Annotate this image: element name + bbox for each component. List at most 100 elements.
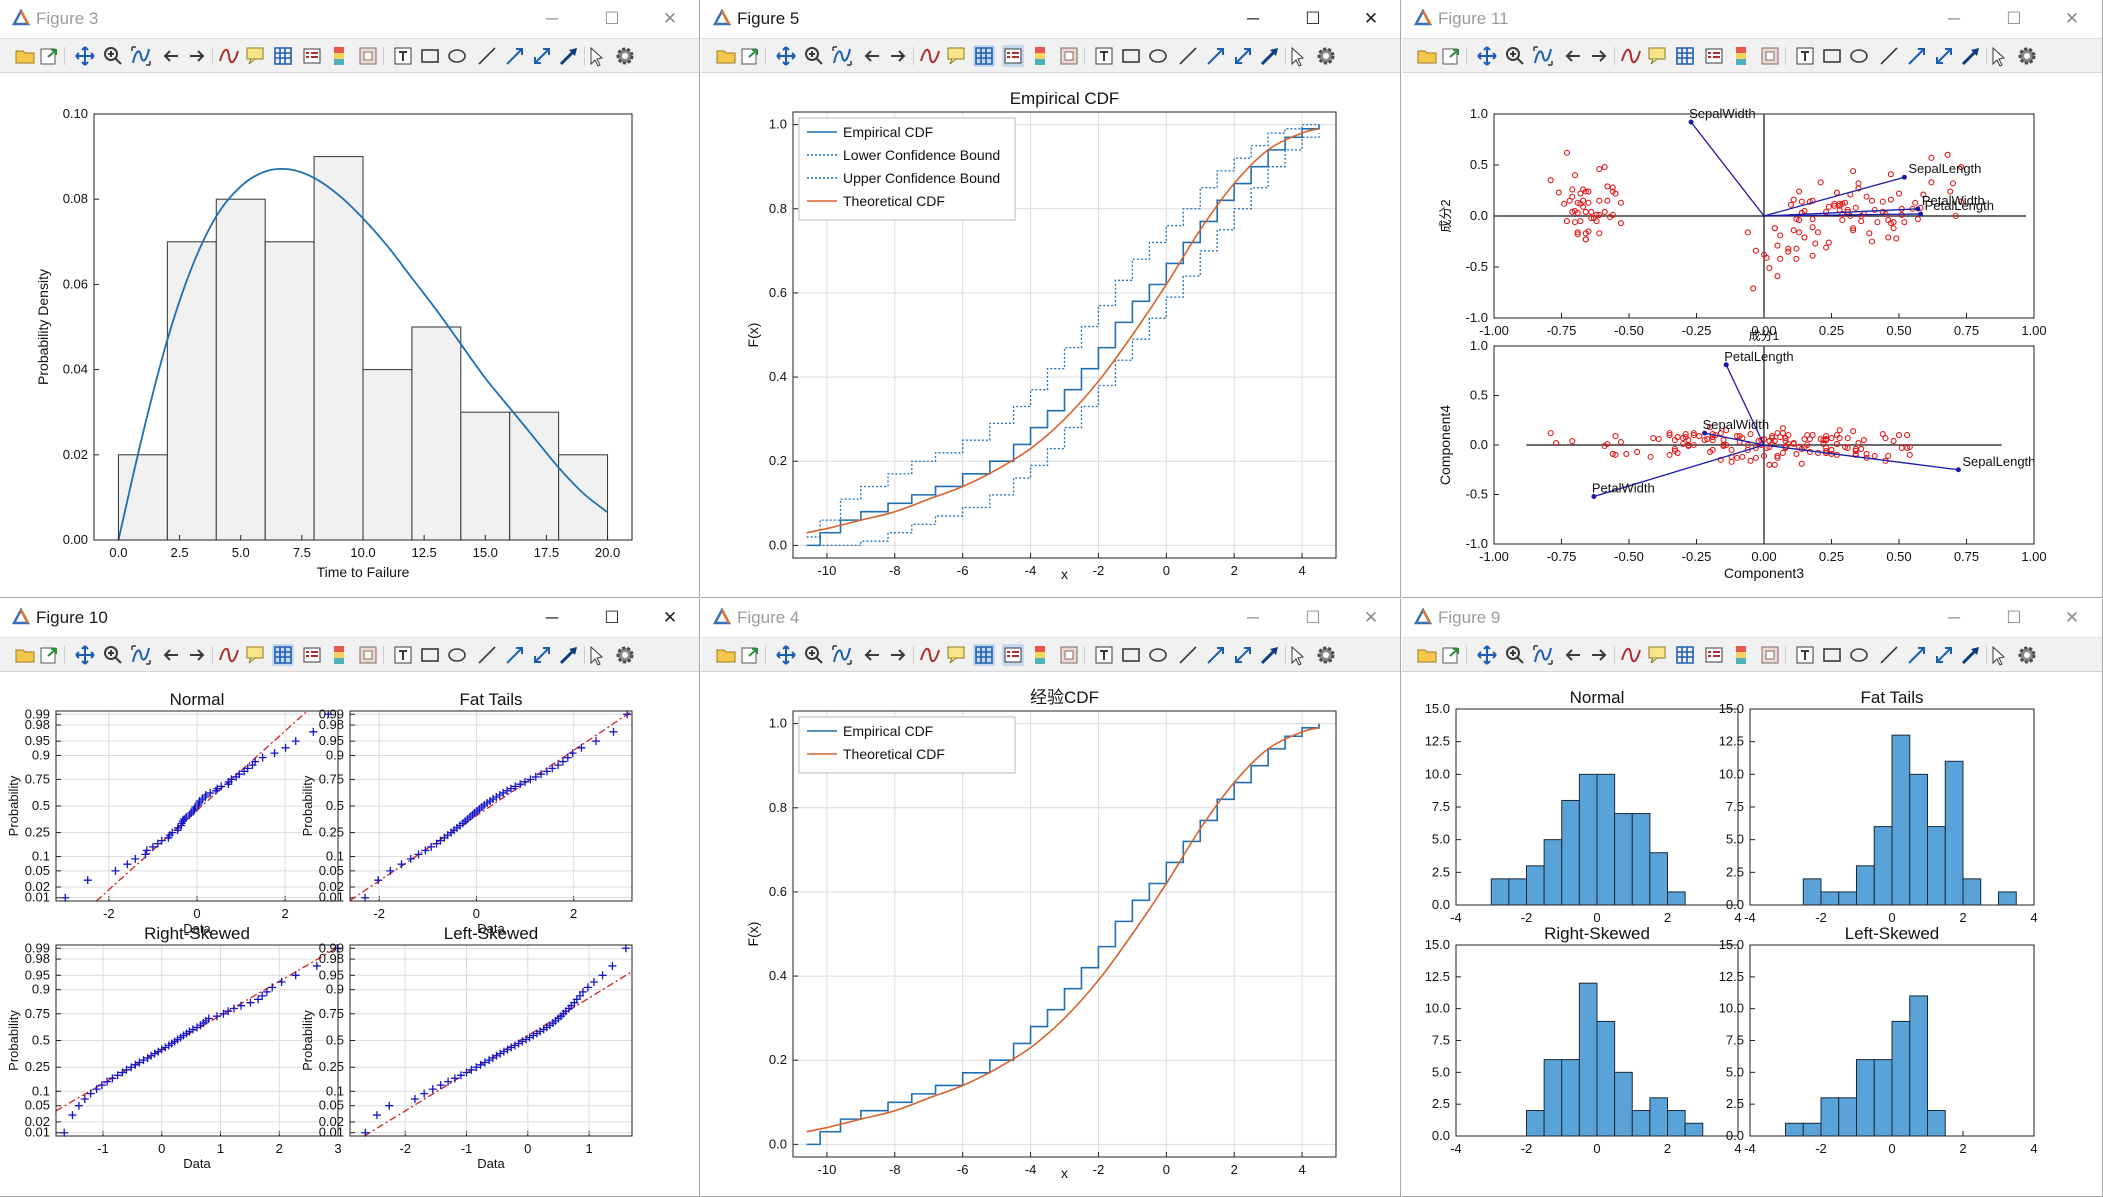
bold-arrow-button[interactable] bbox=[1259, 644, 1281, 666]
legend-button[interactable] bbox=[1002, 45, 1024, 67]
zoom-fit-button[interactable] bbox=[130, 45, 152, 67]
annotate-button[interactable] bbox=[946, 644, 968, 666]
double-arrow-button[interactable] bbox=[531, 644, 553, 666]
frame-button[interactable] bbox=[1058, 644, 1080, 666]
rectangle-button[interactable] bbox=[419, 644, 441, 666]
annotate-button[interactable] bbox=[1647, 45, 1669, 67]
zoom-fit-button[interactable] bbox=[130, 644, 152, 666]
legend-button[interactable] bbox=[301, 644, 323, 666]
colorbar-button[interactable] bbox=[1731, 644, 1753, 666]
zoom-in-button[interactable] bbox=[1504, 45, 1526, 67]
back-button[interactable] bbox=[160, 45, 182, 67]
text-button[interactable] bbox=[1093, 644, 1115, 666]
maximize-button[interactable]: ☐ bbox=[604, 608, 620, 627]
rectangle-button[interactable] bbox=[1120, 644, 1142, 666]
zoom-fit-button[interactable] bbox=[1532, 644, 1554, 666]
zoom-in-button[interactable] bbox=[102, 644, 124, 666]
colorbar-button[interactable] bbox=[329, 644, 351, 666]
pan-button[interactable] bbox=[1476, 644, 1498, 666]
curve-button[interactable] bbox=[1620, 45, 1642, 67]
forward-button[interactable] bbox=[186, 644, 208, 666]
text-button[interactable] bbox=[1093, 45, 1115, 67]
maximize-button[interactable]: ☐ bbox=[604, 9, 620, 28]
arrow-button[interactable] bbox=[1906, 45, 1928, 67]
grid-button[interactable] bbox=[973, 644, 995, 666]
ellipse-button[interactable] bbox=[1147, 45, 1169, 67]
double-arrow-button[interactable] bbox=[1933, 45, 1955, 67]
legend-button[interactable] bbox=[1002, 644, 1024, 666]
curve-button[interactable] bbox=[218, 644, 240, 666]
minimize-button[interactable]: ─ bbox=[1246, 608, 1260, 627]
rectangle-button[interactable] bbox=[1821, 45, 1843, 67]
minimize-button[interactable]: ─ bbox=[1947, 608, 1961, 627]
settings-button[interactable] bbox=[614, 45, 636, 67]
zoom-fit-button[interactable] bbox=[831, 45, 853, 67]
line-button[interactable] bbox=[476, 644, 498, 666]
pan-button[interactable] bbox=[74, 45, 96, 67]
forward-button[interactable] bbox=[887, 644, 909, 666]
frame-button[interactable] bbox=[1759, 45, 1781, 67]
text-button[interactable] bbox=[1794, 644, 1816, 666]
select-button[interactable] bbox=[1988, 644, 2010, 666]
curve-button[interactable] bbox=[218, 45, 240, 67]
pan-button[interactable] bbox=[1476, 45, 1498, 67]
double-arrow-button[interactable] bbox=[1232, 45, 1254, 67]
bold-arrow-button[interactable] bbox=[558, 644, 580, 666]
select-button[interactable] bbox=[1988, 45, 2010, 67]
select-button[interactable] bbox=[1287, 45, 1309, 67]
title-bar[interactable]: Figure 3 ─ ☐ ✕ bbox=[0, 0, 699, 38]
curve-button[interactable] bbox=[919, 644, 941, 666]
grid-button[interactable] bbox=[1674, 644, 1696, 666]
ellipse-button[interactable] bbox=[1848, 644, 1870, 666]
open-folder-button[interactable] bbox=[1416, 45, 1438, 67]
export-button[interactable] bbox=[1440, 644, 1462, 666]
settings-button[interactable] bbox=[1315, 644, 1337, 666]
curve-button[interactable] bbox=[1620, 644, 1642, 666]
maximize-button[interactable]: ☐ bbox=[1305, 608, 1321, 627]
ellipse-button[interactable] bbox=[1848, 45, 1870, 67]
select-button[interactable] bbox=[586, 644, 608, 666]
arrow-button[interactable] bbox=[1906, 644, 1928, 666]
plot-area[interactable]: -10 -8 -6 -4 -2 0 2 4 0.0 0.2 0.4 0.6 0.8 1.0 经验CDF x F(… bbox=[701, 673, 1400, 1196]
colorbar-button[interactable] bbox=[1030, 45, 1052, 67]
bold-arrow-button[interactable] bbox=[558, 45, 580, 67]
settings-button[interactable] bbox=[614, 644, 636, 666]
legend-button[interactable] bbox=[301, 45, 323, 67]
title-bar[interactable]: Figure 5 ─ ☐ ✕ bbox=[701, 0, 1400, 38]
close-button[interactable]: ✕ bbox=[662, 608, 678, 627]
back-button[interactable] bbox=[160, 644, 182, 666]
export-button[interactable] bbox=[38, 644, 60, 666]
zoom-in-button[interactable] bbox=[803, 644, 825, 666]
zoom-in-button[interactable] bbox=[1504, 644, 1526, 666]
forward-button[interactable] bbox=[1588, 45, 1610, 67]
pan-button[interactable] bbox=[775, 644, 797, 666]
text-button[interactable] bbox=[392, 45, 414, 67]
arrow-button[interactable] bbox=[1205, 45, 1227, 67]
rectangle-button[interactable] bbox=[1120, 45, 1142, 67]
close-button[interactable]: ✕ bbox=[2064, 9, 2080, 28]
settings-button[interactable] bbox=[2016, 45, 2038, 67]
grid-button[interactable] bbox=[272, 644, 294, 666]
frame-button[interactable] bbox=[357, 644, 379, 666]
open-folder-button[interactable] bbox=[715, 644, 737, 666]
zoom-fit-button[interactable] bbox=[831, 644, 853, 666]
open-folder-button[interactable] bbox=[715, 45, 737, 67]
minimize-button[interactable]: ─ bbox=[1947, 9, 1961, 28]
export-button[interactable] bbox=[739, 45, 761, 67]
minimize-button[interactable]: ─ bbox=[1246, 9, 1260, 28]
back-button[interactable] bbox=[861, 644, 883, 666]
forward-button[interactable] bbox=[887, 45, 909, 67]
text-button[interactable] bbox=[1794, 45, 1816, 67]
double-arrow-button[interactable] bbox=[531, 45, 553, 67]
ellipse-button[interactable] bbox=[446, 644, 468, 666]
frame-button[interactable] bbox=[357, 45, 379, 67]
line-button[interactable] bbox=[1177, 45, 1199, 67]
line-button[interactable] bbox=[1878, 644, 1900, 666]
close-button[interactable]: ✕ bbox=[662, 9, 678, 28]
curve-button[interactable] bbox=[919, 45, 941, 67]
arrow-button[interactable] bbox=[1205, 644, 1227, 666]
forward-button[interactable] bbox=[1588, 644, 1610, 666]
export-button[interactable] bbox=[38, 45, 60, 67]
title-bar[interactable]: Figure 9 ─ ☐ ✕ bbox=[1402, 599, 2102, 637]
figure-window[interactable]: Figure 9 ─ ☐ ✕ -4 -2 0 2 4 0.0 2.5 5.0 7.5 10.0 12… bbox=[1402, 599, 2103, 1197]
